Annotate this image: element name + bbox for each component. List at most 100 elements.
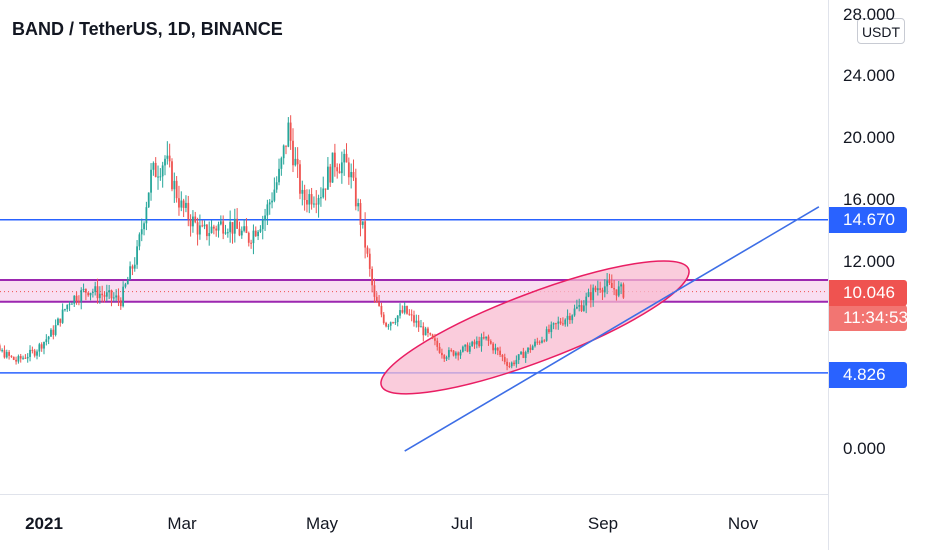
candle-body bbox=[68, 303, 71, 305]
candle-body bbox=[582, 305, 585, 311]
candle-body bbox=[406, 306, 408, 314]
candle-body bbox=[43, 341, 45, 349]
candle-body bbox=[382, 314, 385, 323]
candle-body bbox=[352, 172, 355, 178]
currency-button[interactable]: USDT bbox=[857, 18, 905, 44]
candle-body bbox=[285, 145, 287, 147]
candle-body bbox=[189, 219, 192, 227]
candle-body bbox=[87, 292, 90, 296]
candle-body bbox=[124, 284, 127, 287]
candle-body bbox=[496, 347, 499, 351]
candle-body bbox=[101, 293, 104, 296]
candle-body bbox=[543, 340, 546, 342]
candle-body bbox=[473, 341, 476, 345]
candle-body bbox=[126, 279, 129, 285]
candle-body bbox=[105, 292, 108, 297]
candle-body bbox=[236, 218, 239, 229]
candle-body bbox=[529, 347, 532, 350]
candle-body bbox=[54, 325, 57, 335]
x-tick-label: Sep bbox=[587, 514, 619, 533]
candle-body bbox=[401, 310, 404, 313]
candle-body bbox=[119, 300, 122, 307]
candle-body bbox=[338, 171, 341, 174]
candle-body bbox=[480, 337, 483, 347]
candle-body bbox=[520, 351, 522, 355]
candle-body bbox=[108, 290, 111, 293]
candle-body bbox=[501, 354, 504, 358]
candle-body bbox=[180, 200, 183, 208]
candle-body bbox=[445, 357, 448, 359]
candle-body bbox=[452, 350, 455, 356]
candle-body bbox=[326, 166, 329, 190]
y-tick-label: 28.000 bbox=[843, 5, 895, 24]
candle-body bbox=[531, 346, 534, 350]
candle-body bbox=[1, 350, 4, 352]
candle-body bbox=[80, 290, 83, 302]
candle-body bbox=[289, 122, 292, 141]
candle-body bbox=[24, 357, 27, 359]
candle-body bbox=[294, 158, 297, 166]
x-tick-label: May bbox=[305, 514, 339, 533]
candle-body bbox=[499, 350, 501, 355]
candle-body bbox=[408, 313, 411, 315]
candle-body bbox=[552, 323, 555, 325]
chart-title: BAND / TetherUS, 1D, BINANCE bbox=[12, 19, 283, 39]
candle-body bbox=[580, 305, 583, 311]
candle-body bbox=[91, 291, 94, 293]
candle-body bbox=[226, 232, 229, 234]
candle-body bbox=[33, 350, 36, 356]
candle-body bbox=[562, 323, 564, 325]
channel-ellipse bbox=[380, 260, 690, 395]
candle-body bbox=[357, 203, 360, 207]
candle-body bbox=[615, 289, 618, 296]
candle-body bbox=[182, 200, 185, 208]
candle-body bbox=[466, 344, 469, 352]
candle-body bbox=[166, 155, 169, 159]
candle-body bbox=[336, 167, 339, 172]
candle-body bbox=[31, 349, 34, 351]
candle-body bbox=[64, 309, 66, 311]
x-tick-label: Jul bbox=[451, 514, 473, 533]
candle-body bbox=[152, 162, 155, 170]
candle-body bbox=[147, 192, 150, 208]
y-tick-label: 12.000 bbox=[843, 252, 895, 271]
candle-body bbox=[555, 323, 557, 325]
candle-body bbox=[247, 232, 250, 243]
candle-body bbox=[457, 352, 460, 356]
candle-body bbox=[10, 355, 13, 357]
candle-body bbox=[5, 352, 8, 358]
candle-body bbox=[82, 288, 85, 291]
candle-body bbox=[441, 352, 443, 356]
candle-body bbox=[78, 301, 80, 303]
candle-body bbox=[427, 328, 429, 334]
candle-body bbox=[361, 221, 364, 225]
candle-body bbox=[159, 176, 162, 178]
candle-body bbox=[534, 341, 536, 347]
candle-body bbox=[585, 296, 588, 306]
candle-body bbox=[359, 203, 362, 225]
candle-body bbox=[422, 326, 425, 336]
candle-body bbox=[317, 198, 320, 205]
candle-body bbox=[29, 349, 31, 357]
candle-body bbox=[296, 158, 299, 165]
candle-body bbox=[59, 318, 62, 323]
candle-body bbox=[261, 219, 264, 230]
candle-body bbox=[224, 232, 227, 234]
candle-body bbox=[233, 218, 236, 234]
candle-body bbox=[292, 140, 294, 166]
candle-body bbox=[485, 336, 488, 339]
candle-body bbox=[52, 329, 55, 335]
candle-body bbox=[387, 325, 390, 327]
candle-body bbox=[410, 314, 413, 316]
candle-body bbox=[487, 336, 490, 341]
candle-body bbox=[210, 226, 213, 234]
candle-body bbox=[61, 309, 64, 323]
candle-body bbox=[71, 303, 73, 305]
candle-body bbox=[12, 356, 15, 360]
candle-body bbox=[513, 362, 515, 365]
candle-body bbox=[219, 221, 222, 225]
candle-body bbox=[26, 356, 29, 359]
y-tick-label: 0.000 bbox=[843, 439, 886, 458]
